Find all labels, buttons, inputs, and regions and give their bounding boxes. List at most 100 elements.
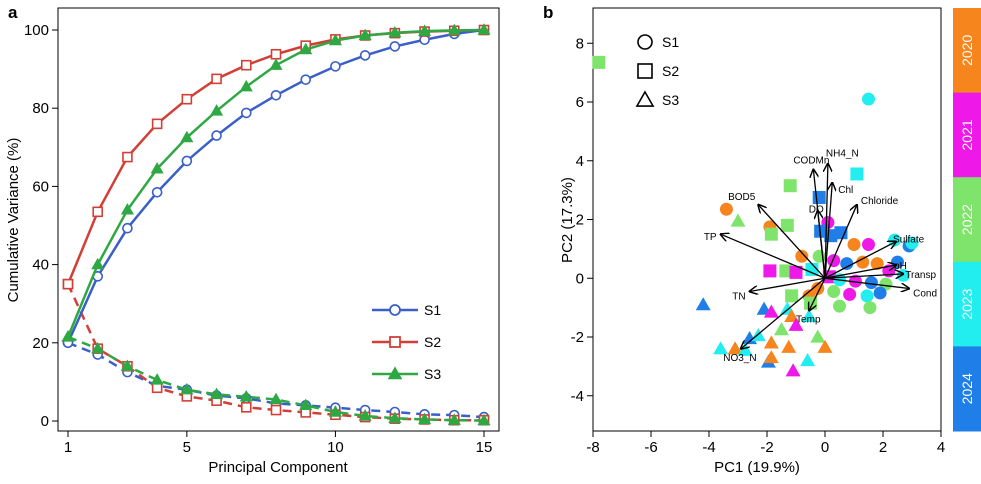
series-line-s1-individual: [67, 341, 485, 419]
panel-b-ticks: -8 -6 -4 -2 0 2 4 -4 -2 0 2 4 6 8: [571, 35, 946, 456]
legend-marker-s1: [389, 304, 401, 316]
point-circle-2022: [833, 299, 846, 313]
point-square-2021: [763, 264, 777, 278]
data-point-s3-individual: [388, 411, 402, 423]
point-circle-2023: [905, 236, 919, 250]
loading-arrow-cond: [824, 277, 909, 288]
point-circle-2024: [873, 286, 887, 300]
y-tick-label: 0: [41, 413, 49, 430]
data-point-s3: [239, 79, 253, 92]
data-point-s3: [91, 257, 105, 270]
data-point-s3-individual: [269, 392, 283, 405]
legend-marker-s2: [389, 336, 401, 348]
point-triangle-2020: [817, 339, 833, 353]
data-point-s1: [359, 50, 371, 61]
data-point-s3: [210, 104, 224, 116]
panel-b-shape-legend: S1 S2 S3: [635, 34, 679, 108]
point-triangle-2020: [727, 341, 743, 355]
loading-label-do: DO: [809, 205, 824, 216]
loading-label-sulfate: Sulfate: [893, 235, 925, 246]
x-tick-label: 4: [937, 439, 945, 456]
point-triangle-2021: [785, 363, 801, 377]
data-point-s3-individual: [447, 413, 461, 425]
point-circle-2023: [862, 92, 875, 106]
legend-shape-s3: [635, 90, 655, 107]
data-point-s3-individual: [239, 389, 253, 402]
colorbar-segment-2022: [953, 177, 981, 263]
data-point-s1: [181, 155, 193, 167]
point-triangle-2020: [763, 335, 779, 349]
point-circle-2021: [848, 274, 862, 288]
point-triangle-2024: [695, 297, 711, 311]
point-circle-2022: [863, 301, 877, 315]
loading-arrow-chl: [824, 183, 832, 279]
colorbar-segment-2024: [953, 346, 981, 432]
point-square-2023: [850, 167, 864, 181]
point-square-2024: [812, 190, 826, 204]
y-tick-label: 0: [576, 270, 584, 287]
point-circle-2020: [856, 255, 870, 269]
point-circle-2020: [795, 249, 809, 263]
data-point-s2: [240, 59, 252, 71]
y-tick-label: 100: [24, 22, 49, 39]
data-point-s3: [477, 23, 491, 35]
y-tick-label: -4: [571, 388, 584, 405]
data-point-s1: [330, 61, 341, 72]
legend-label-s1: S1: [424, 302, 441, 318]
point-square-2022: [785, 289, 799, 303]
point-square-2024: [834, 226, 848, 240]
legend-label-s2: S2: [662, 63, 679, 79]
point-triangle-2021: [763, 304, 779, 318]
x-tick-label: -2: [760, 439, 773, 456]
point-triangle-2022: [774, 322, 789, 336]
legend-shape-s1: [637, 34, 653, 50]
loading-label-no3-n: NO3_N: [723, 353, 756, 364]
data-point-s3: [358, 28, 372, 41]
loading-label-cond: Cond: [913, 289, 937, 300]
loading-label-tp: TP: [704, 232, 717, 243]
panel-b-points: [592, 55, 919, 377]
series-line-s1: [66, 28, 485, 344]
colorbar-label-2021: 2021: [959, 119, 975, 150]
loading-arrow-temp: [809, 277, 826, 310]
data-point-s3: [418, 24, 432, 36]
loading-arrow-tn: [750, 277, 826, 291]
data-point-s3-individual: [418, 412, 432, 425]
loading-arrow-transp: [824, 274, 903, 279]
loading-label-codmn: CODMn: [793, 156, 829, 167]
colorbar-segment-2023: [953, 261, 981, 347]
point-circle-2021: [862, 237, 875, 251]
data-point-s1: [389, 41, 401, 52]
data-point-s1: [211, 130, 222, 141]
colorbar-label-2020: 2020: [959, 35, 975, 66]
y-tick-label: 80: [32, 100, 49, 117]
x-tick-label: 2: [879, 439, 887, 456]
point-square-2022: [783, 179, 797, 193]
x-tick-label: 15: [476, 439, 493, 456]
loading-arrow-tp: [721, 234, 826, 279]
data-point-s2: [62, 278, 74, 290]
y-tick-label: 6: [576, 94, 584, 111]
point-triangle-2023: [713, 341, 729, 355]
data-point-s1: [270, 89, 282, 101]
point-square-2022: [779, 264, 793, 278]
data-point-s3-individual: [150, 373, 164, 385]
x-tick-label: 0: [821, 439, 829, 456]
loading-arrow-bod5: [758, 205, 826, 279]
data-point-s3-individual: [299, 398, 313, 411]
data-point-s3-individual: [358, 409, 372, 421]
loading-label-chloride: Chloride: [861, 196, 899, 207]
legend-label-s2: S2: [424, 334, 441, 350]
data-point-s3-individual: [210, 387, 224, 400]
point-circle-2023: [860, 289, 874, 303]
point-square-2021: [789, 265, 803, 279]
panel-b-y-axis-title: PC2 (17.3%): [559, 177, 576, 263]
panel-a-x-axis-title: Principal Component: [208, 459, 348, 476]
point-triangle-2020: [784, 308, 800, 323]
point-triangle-2022: [730, 213, 746, 227]
